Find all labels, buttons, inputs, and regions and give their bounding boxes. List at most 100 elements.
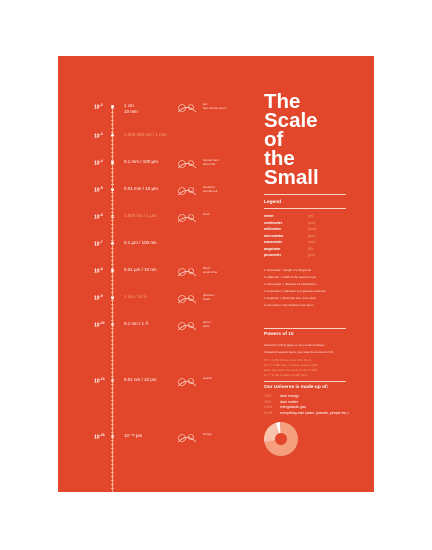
atom-icon	[176, 319, 198, 333]
minor-tick	[111, 332, 114, 333]
legend-unit-name: meter	[264, 214, 274, 218]
legend-note: 1 micrometer = diameter of a bacterium	[264, 282, 317, 286]
minor-tick	[111, 312, 114, 313]
minor-tick	[111, 372, 114, 373]
power-label: 10-18	[94, 433, 105, 441]
universe-label: dark matter	[280, 399, 299, 404]
scale-marker	[111, 134, 114, 137]
minor-tick	[111, 268, 114, 269]
item-note: DNA / small virus	[203, 266, 218, 274]
minor-tick	[111, 204, 114, 205]
item-note: glucose / water	[203, 293, 216, 301]
minor-tick	[111, 176, 114, 177]
universe-label: everything else (stars, planets, people …	[280, 410, 349, 415]
legend-unit-name: nanometer	[264, 240, 283, 244]
minor-tick	[111, 148, 114, 149]
minor-tick	[111, 260, 114, 261]
minor-tick	[111, 228, 114, 229]
minor-tick	[111, 356, 114, 357]
scale-marker	[111, 242, 114, 245]
minor-tick	[111, 188, 114, 189]
hair-icon	[176, 157, 198, 171]
minor-tick	[111, 464, 114, 465]
size-label: 1 nm / 10 Å	[124, 294, 148, 299]
minor-tick	[111, 316, 114, 317]
powers-line-2: Instead of several zeros, you raise the …	[264, 350, 334, 354]
minor-tick	[111, 336, 114, 337]
minor-tick	[111, 296, 114, 297]
power-label: 10-2	[94, 103, 103, 111]
molecule-icon	[176, 292, 198, 306]
minor-tick	[111, 360, 114, 361]
minor-tick	[111, 164, 114, 165]
ant-icon	[176, 101, 198, 115]
minor-tick	[111, 272, 114, 273]
minor-tick	[111, 236, 114, 237]
minor-tick	[111, 216, 114, 217]
minor-tick	[111, 488, 114, 489]
legend-unit-symbol: (nm)	[308, 240, 316, 244]
minor-tick	[111, 140, 114, 141]
poster: 10-2 1 cm 10 mm ant four-minute poem 10-3 1,00…	[58, 56, 374, 492]
legend-unit-symbol: (pm)	[308, 253, 316, 257]
minor-tick	[111, 220, 114, 221]
minor-tick	[111, 160, 114, 161]
minor-tick	[111, 180, 114, 181]
legend-heading: Legend	[264, 200, 282, 205]
virus-icon	[176, 211, 198, 225]
item-note: atom / H2O	[203, 320, 212, 328]
minor-tick	[111, 252, 114, 253]
powers-example: 10⁻³ = 0.001 (the 1 is three places righ…	[264, 363, 318, 367]
item-note: ant four-minute poem	[203, 102, 227, 110]
quark-icon	[176, 375, 198, 389]
legend-unit-name: centimeter	[264, 220, 283, 225]
minor-tick	[111, 352, 114, 353]
scale-marker	[111, 296, 114, 299]
size-label: 0.1 mm / 100 µm	[124, 159, 158, 164]
universe-heading: Our Universe is made-up of:	[264, 385, 329, 390]
minor-tick	[111, 420, 114, 421]
minor-tick	[111, 116, 114, 117]
size-label: 0.1 µm / 100 nm	[124, 240, 157, 245]
minor-tick	[111, 276, 114, 277]
minor-tick	[111, 172, 114, 173]
powers-heading: Powers of 10	[264, 332, 294, 337]
minor-tick	[111, 208, 114, 209]
bacteria-icon	[176, 184, 198, 198]
size-label: 0.01 mm / 10 µm	[124, 186, 158, 191]
legend-unit-name: angstrom	[264, 246, 281, 251]
size-label: 0.01 µm / 10 nm	[124, 267, 157, 272]
legend-note: 1 centimeter = length of a fingernail	[264, 268, 311, 272]
minor-tick	[111, 472, 114, 473]
minor-tick	[111, 124, 114, 125]
size-label: 0.01 nm / 10 pm	[124, 377, 157, 382]
power-label: 10-13	[94, 377, 105, 385]
legend-unit-name: picometer	[264, 253, 282, 257]
minor-tick	[111, 156, 114, 157]
powers-bottom-rule	[264, 381, 346, 382]
minor-tick	[111, 412, 114, 413]
minor-tick	[111, 396, 114, 397]
minor-tick	[111, 320, 114, 321]
minor-tick	[111, 368, 114, 369]
power-label: 10-10	[94, 321, 105, 329]
minor-tick	[111, 224, 114, 225]
minor-tick	[111, 292, 114, 293]
item-note: quarks	[203, 376, 213, 380]
legend-unit-name: micrometer	[264, 233, 284, 238]
page-title: The Scale of the Small	[264, 90, 319, 189]
universe-label: intergalactic gas	[280, 405, 306, 409]
power-label: 10-5	[94, 186, 103, 194]
minor-tick	[111, 136, 114, 137]
size-label: 0.1 nm / 1 Å	[124, 321, 149, 326]
minor-tick	[111, 444, 114, 445]
universe-label: dark energy	[280, 394, 299, 398]
minor-tick	[111, 196, 114, 197]
scale-marker	[111, 269, 114, 272]
legend-note: 1 millimeter = width of the head of a pi…	[264, 275, 317, 279]
minor-tick	[111, 256, 114, 257]
minor-tick	[111, 120, 114, 121]
title-rule	[264, 194, 346, 195]
legend-unit-symbol: (m)	[308, 214, 314, 218]
minor-tick	[111, 460, 114, 461]
